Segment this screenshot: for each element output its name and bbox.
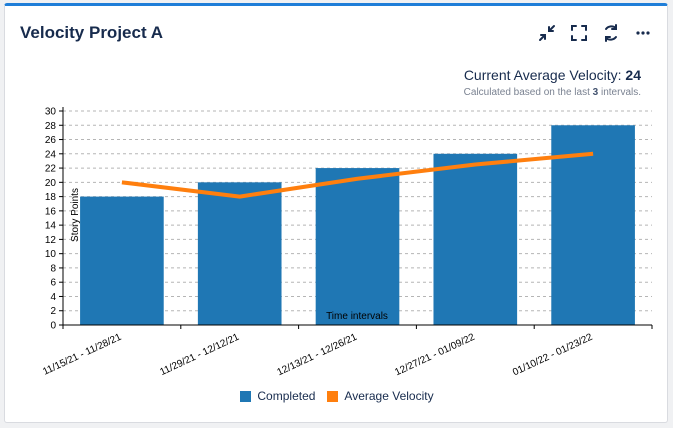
x-tick-label: 12/13/21 - 12/26/21 — [275, 332, 359, 379]
y-tick-label: 18 — [45, 192, 57, 203]
y-tick-label: 12 — [45, 235, 57, 246]
y-axis-title: Story Points — [70, 188, 81, 242]
y-tick-label: 8 — [50, 263, 56, 274]
legend-label-average-velocity: Average Velocity — [344, 389, 434, 403]
y-tick-label: 22 — [45, 164, 57, 175]
x-tick-label: 11/15/21 - 11/28/21 — [41, 332, 123, 378]
y-tick-label: 4 — [50, 292, 56, 303]
average-note-count: 3 — [592, 87, 599, 98]
refresh-icon[interactable] — [601, 23, 621, 43]
x-tick-label: 11/29/21 - 12/12/21 — [158, 332, 241, 378]
y-tick-label: 2 — [50, 306, 56, 317]
y-tick-label: 16 — [45, 206, 57, 217]
velocity-widget: Velocity Project A Current Aver — [4, 3, 668, 423]
y-tick-label: 14 — [45, 221, 57, 232]
more-icon[interactable] — [633, 23, 653, 43]
widget-toolbar — [537, 23, 653, 43]
fullscreen-icon[interactable] — [569, 23, 589, 43]
y-tick-label: 26 — [45, 135, 57, 146]
bar-completed — [551, 125, 635, 326]
x-tick-label: 12/27/21 - 01/09/22 — [393, 332, 477, 379]
legend-swatch-completed — [240, 390, 252, 402]
x-tick-label: 01/10/22 - 01/23/22 — [511, 332, 595, 379]
y-tick-label: 0 — [50, 321, 56, 332]
y-tick-label: 30 — [45, 107, 57, 118]
legend-item-average-velocity[interactable]: Average Velocity — [327, 389, 434, 403]
x-axis-title: Time intervals — [326, 311, 388, 322]
legend-item-completed[interactable]: Completed — [240, 389, 315, 403]
y-tick-label: 20 — [45, 178, 57, 189]
legend-swatch-average-velocity — [327, 390, 339, 402]
average-velocity-line — [121, 151, 594, 199]
legend-label-completed: Completed — [257, 389, 316, 403]
y-tick-label: 10 — [45, 249, 57, 260]
collapse-icon[interactable] — [537, 23, 557, 43]
average-label: Current Average Velocity: — [463, 67, 622, 83]
chart-legend: Completed Average Velocity — [5, 389, 669, 403]
current-average-velocity: Current Average Velocity: 24 — [464, 67, 641, 83]
bar-completed — [433, 153, 518, 325]
average-note: Calculated based on the last 3 intervals… — [464, 87, 641, 98]
average-value: 24 — [625, 67, 641, 83]
bar-completed — [315, 168, 400, 325]
y-tick-label: 6 — [50, 278, 56, 289]
average-note-suffix: intervals. — [600, 87, 641, 98]
y-tick-label: 24 — [45, 149, 57, 160]
average-note-prefix: Calculated based on the last — [463, 87, 590, 98]
bar-completed — [197, 182, 282, 325]
widget-title: Velocity Project A — [20, 23, 163, 42]
bar-completed — [80, 196, 164, 325]
y-tick-label: 28 — [45, 121, 57, 132]
